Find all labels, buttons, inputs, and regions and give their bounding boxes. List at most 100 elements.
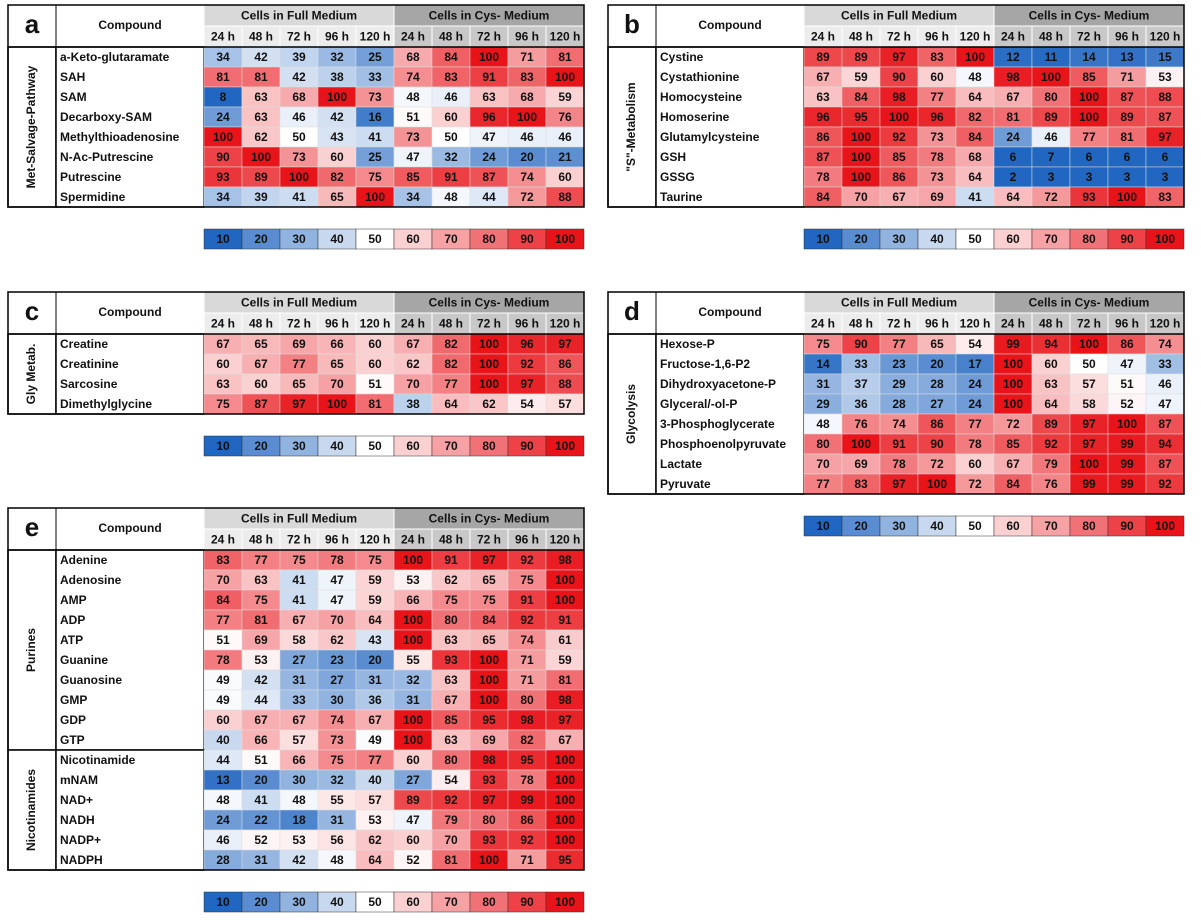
heat-value: 32 [330,773,344,787]
heat-value: 46 [216,833,230,847]
heat-value: 100 [479,853,499,867]
heat-value: 71 [1120,70,1134,84]
heat-value: 53 [1158,70,1172,84]
heat-value: 2 [1010,170,1017,184]
legend-label: 40 [930,519,944,533]
heat-value: 24 [216,813,230,827]
heat-value: 28 [216,853,230,867]
legend-label: 100 [555,895,575,909]
heat-value: 84 [216,593,230,607]
heat-value: 6 [1086,150,1093,164]
heat-value: 77 [1082,130,1096,144]
heat-value: 93 [482,833,496,847]
heat-value: 46 [558,130,572,144]
legend-label: 80 [1082,232,1096,246]
condition-header: Cells in Full Medium [841,9,957,23]
heat-value: 67 [254,713,268,727]
heat-value: 95 [482,713,496,727]
compound-header: Compound [98,18,161,32]
heat-value: 100 [1003,397,1023,411]
heat-value: 36 [854,397,868,411]
heat-value: 75 [292,553,306,567]
time-header: 96 h [1115,317,1139,331]
heat-value: 91 [892,437,906,451]
heat-value: 48 [292,793,306,807]
heat-value: 100 [851,130,871,144]
heat-value: 27 [330,673,344,687]
heat-value: 7 [1048,150,1055,164]
heat-value: 58 [292,633,306,647]
time-header: 72 h [1077,30,1101,44]
legend-label: 10 [816,519,830,533]
name-column [55,549,205,751]
compound-name: Adenosine [60,573,122,587]
heat-value: 24 [1006,130,1020,144]
heat-value: 75 [444,593,458,607]
heat-value: 57 [1082,377,1096,391]
time-header: 48 h [249,533,273,547]
legend-label: 80 [482,895,496,909]
heat-value: 66 [406,593,420,607]
legend-swatch [545,228,585,250]
heat-value: 100 [327,397,347,411]
compound-header: Compound [698,305,761,319]
heat-value: 78 [216,653,230,667]
heat-value: 100 [555,593,575,607]
heat-value: 31 [330,813,344,827]
time-header: 96 h [925,317,949,331]
heat-value: 84 [444,50,458,64]
heat-value: 85 [444,713,458,727]
heat-value: 99 [1006,337,1020,351]
heat-value: 70 [854,190,868,204]
heat-value: 77 [292,357,306,371]
time-header: 24 h [401,533,425,547]
heat-value: 84 [854,90,868,104]
legend-label: 30 [892,232,906,246]
heat-value: 31 [254,853,268,867]
heat-value: 81 [1006,110,1020,124]
heat-value: 38 [406,397,420,411]
legend-swatch [545,435,585,457]
legend-label: 100 [1155,519,1175,533]
heat-value: 60 [930,70,944,84]
heat-value: 38 [330,70,344,84]
time-header: 120 h [360,30,391,44]
time-header: 24 h [211,30,235,44]
heat-value: 75 [330,753,344,767]
group-label: Gly Metab. [24,344,38,405]
heat-value: 86 [1120,337,1134,351]
heat-value: 18 [292,813,306,827]
heat-value: 67 [292,613,306,627]
heat-value: 47 [1158,397,1172,411]
heat-value: 100 [555,573,575,587]
legend-label: 60 [1006,232,1020,246]
legend-label: 50 [968,232,982,246]
heat-value: 100 [851,170,871,184]
heat-value: 17 [968,357,982,371]
heat-value: 30 [292,773,306,787]
heat-value: 20 [520,150,534,164]
time-header: 120 h [550,30,581,44]
heat-value: 48 [330,853,344,867]
heat-value: 39 [254,190,268,204]
heat-value: 91 [444,170,458,184]
heat-value: 81 [254,70,268,84]
heat-value: 24 [216,110,230,124]
heat-value: 84 [482,613,496,627]
legend-label: 30 [292,232,306,246]
heat-value: 75 [254,593,268,607]
heat-value: 96 [520,337,534,351]
heat-value: 100 [1079,110,1099,124]
heat-value: 22 [254,813,268,827]
legend-label: 20 [254,439,268,453]
heat-value: 67 [292,713,306,727]
heat-value: 85 [1082,70,1096,84]
condition-header: Cells in Cys- Medium [429,512,550,526]
heat-value: 77 [930,90,944,104]
heat-value: 59 [368,593,382,607]
heat-value: 69 [930,190,944,204]
heat-value: 80 [482,813,496,827]
legend-label: 30 [892,519,906,533]
group-label: Met-Salvage-Pathway [24,65,38,188]
group-cell [7,333,57,415]
